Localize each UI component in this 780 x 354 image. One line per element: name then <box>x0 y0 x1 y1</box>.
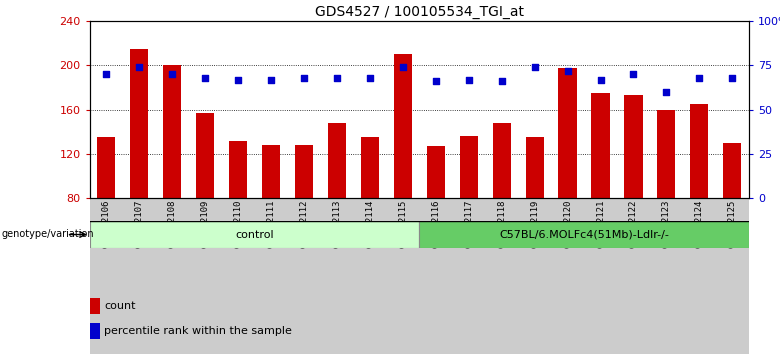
Text: count: count <box>105 301 136 311</box>
Point <box>363 75 376 81</box>
Bar <box>328 123 346 198</box>
Point <box>660 89 672 95</box>
Point <box>100 72 112 77</box>
Point <box>264 77 277 82</box>
Point <box>594 77 607 82</box>
Bar <box>723 143 741 198</box>
Bar <box>229 141 247 198</box>
Text: genotype/variation: genotype/variation <box>2 229 94 239</box>
Point <box>133 64 145 70</box>
Bar <box>394 55 412 198</box>
Bar <box>90 221 420 248</box>
Bar <box>295 145 313 198</box>
Bar <box>163 65 181 198</box>
Point <box>232 77 244 82</box>
Text: control: control <box>235 229 274 240</box>
Text: percentile rank within the sample: percentile rank within the sample <box>105 326 292 336</box>
Point <box>298 75 310 81</box>
Bar <box>90 198 749 354</box>
Bar <box>420 221 749 248</box>
Point <box>166 72 179 77</box>
Bar <box>625 95 643 198</box>
Bar <box>196 113 214 198</box>
Bar <box>591 93 609 198</box>
Bar <box>658 110 675 198</box>
Point <box>495 79 508 84</box>
Bar <box>526 137 544 198</box>
Bar <box>459 136 477 198</box>
Point <box>396 64 409 70</box>
Point <box>627 72 640 77</box>
Title: GDS4527 / 100105534_TGI_at: GDS4527 / 100105534_TGI_at <box>315 5 523 19</box>
Bar <box>262 145 280 198</box>
Point <box>430 79 442 84</box>
Bar <box>690 104 708 198</box>
Bar <box>361 137 379 198</box>
Point <box>726 75 739 81</box>
Bar <box>130 49 148 198</box>
Bar <box>427 146 445 198</box>
Point <box>528 64 541 70</box>
Point <box>199 75 211 81</box>
Bar <box>493 123 511 198</box>
Bar <box>558 68 576 198</box>
Bar <box>98 137 115 198</box>
Bar <box>90 323 100 339</box>
Point <box>331 75 343 81</box>
Bar <box>90 298 100 314</box>
Text: C57BL/6.MOLFc4(51Mb)-Ldlr-/-: C57BL/6.MOLFc4(51Mb)-Ldlr-/- <box>499 229 669 240</box>
Point <box>562 68 574 74</box>
Point <box>693 75 706 81</box>
Point <box>463 77 475 82</box>
